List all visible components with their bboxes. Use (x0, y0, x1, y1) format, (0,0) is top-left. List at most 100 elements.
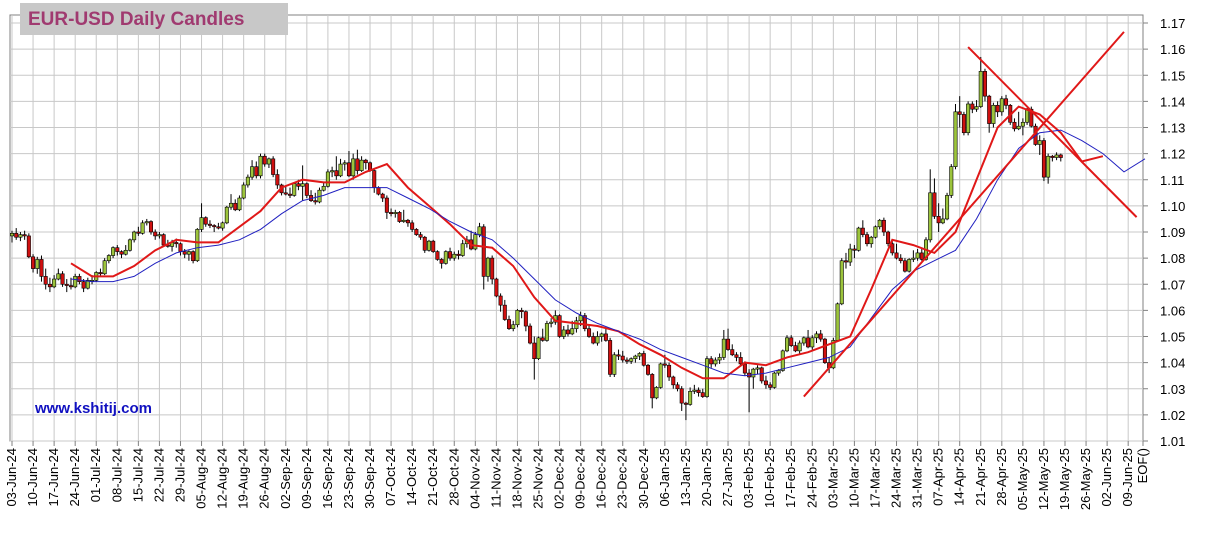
x-tick-label: 07-Apr-25 (931, 448, 946, 506)
x-tick-label: EOF() (1135, 448, 1150, 483)
candle-body (418, 234, 423, 238)
candle-body (389, 212, 394, 215)
candle-body (123, 249, 128, 255)
candle-body (490, 257, 495, 280)
candle-body (195, 229, 200, 262)
candle-body (603, 333, 608, 341)
candle-body (793, 345, 798, 352)
candle-body (473, 234, 478, 250)
candle-body (852, 248, 857, 251)
candle-body (928, 192, 933, 241)
x-tick-label: 31-Mar-25 (910, 448, 925, 508)
candle-body (646, 364, 651, 375)
x-tick-label: 26-Aug-24 (257, 448, 272, 509)
candle-body (814, 333, 819, 339)
x-tick-label: 09-Sep-24 (299, 448, 314, 509)
candle-body (662, 363, 667, 366)
x-tick-label: 04-Nov-24 (467, 448, 482, 509)
candle-body (654, 387, 659, 399)
candle-body (549, 321, 554, 324)
x-tick-label: 18-Nov-24 (509, 448, 524, 509)
candle-body (22, 234, 27, 237)
candle-body (966, 103, 971, 134)
candle-body (186, 251, 191, 255)
x-tick-label: 10-Feb-25 (762, 448, 777, 508)
trendline (967, 46, 1138, 218)
candle-body (683, 402, 688, 405)
candle-body (140, 222, 145, 234)
marks (10, 31, 1146, 421)
x-tick-label: 24-Jun-24 (67, 448, 82, 507)
candle-body (271, 158, 276, 175)
candle-body (865, 234, 870, 245)
y-tick-label: 1.17 (1160, 16, 1185, 31)
x-tick-label: 23-Sep-24 (341, 448, 356, 509)
candle-body (85, 280, 90, 289)
candle-body (10, 233, 15, 237)
candle-body (220, 222, 225, 229)
candle-body (224, 206, 229, 224)
candle-body (111, 247, 116, 256)
candle-body (127, 239, 132, 251)
candle-body (39, 259, 44, 277)
x-tick-label: 20-Jan-25 (699, 448, 714, 507)
candle-body (174, 242, 179, 245)
candle-body (494, 278, 499, 297)
candle-body (536, 337, 541, 360)
candle-body (565, 329, 570, 335)
candle-body (751, 368, 756, 378)
candle-body (759, 367, 764, 382)
candle-body (321, 185, 326, 191)
candle-body (216, 226, 221, 229)
candle-body (52, 278, 57, 288)
x-tick-label: 24-Feb-25 (804, 448, 819, 508)
x-tick-label: 07-Oct-24 (383, 448, 398, 506)
candle-body (561, 329, 566, 337)
candle-body (890, 243, 895, 254)
candle-body (283, 192, 288, 195)
candle-body (338, 163, 343, 177)
candle-body (911, 257, 916, 260)
candle-body (839, 260, 844, 305)
candle-body (460, 243, 465, 256)
candle-body (410, 222, 415, 230)
x-tick-label: 02-Dec-24 (552, 448, 567, 509)
candle-body (448, 251, 453, 259)
x-tick-label: 16-Dec-24 (594, 448, 609, 509)
candle-body (595, 336, 600, 344)
x-tick-label: 21-Oct-24 (425, 448, 440, 506)
x-tick-label: 30-Sep-24 (362, 448, 377, 509)
candle-body (936, 216, 941, 224)
candle-body (14, 233, 19, 238)
x-tick-label: 03-Feb-25 (741, 448, 756, 508)
candle-body (709, 358, 714, 365)
candle-body (961, 114, 966, 134)
candle-body (806, 337, 811, 348)
candle-body (401, 219, 406, 222)
candle-body (376, 187, 381, 195)
candle-body (679, 388, 684, 404)
candle-body (755, 367, 760, 370)
x-tick-label: 16-Sep-24 (320, 448, 335, 509)
x-tick-label: 09-Jun-25 (1120, 448, 1135, 507)
candle-body (713, 359, 718, 365)
candle-body (1054, 154, 1059, 158)
candle-body (296, 183, 301, 187)
candle-body (73, 276, 78, 288)
candle-body (237, 197, 242, 211)
candle-body (726, 338, 731, 350)
candle-body (439, 259, 444, 264)
y-tick-label: 1.13 (1160, 121, 1185, 136)
candle-body (945, 195, 950, 220)
x-tick-label: 10-Mar-25 (846, 448, 861, 508)
candle-body (995, 104, 1000, 113)
candle-body (346, 162, 351, 177)
candle-body (675, 384, 680, 390)
candle-body (658, 363, 663, 388)
candle-body (1041, 140, 1046, 178)
candle-body (456, 253, 461, 256)
candle-body (574, 320, 579, 329)
candle-body (18, 234, 23, 238)
candle-body (136, 231, 141, 234)
